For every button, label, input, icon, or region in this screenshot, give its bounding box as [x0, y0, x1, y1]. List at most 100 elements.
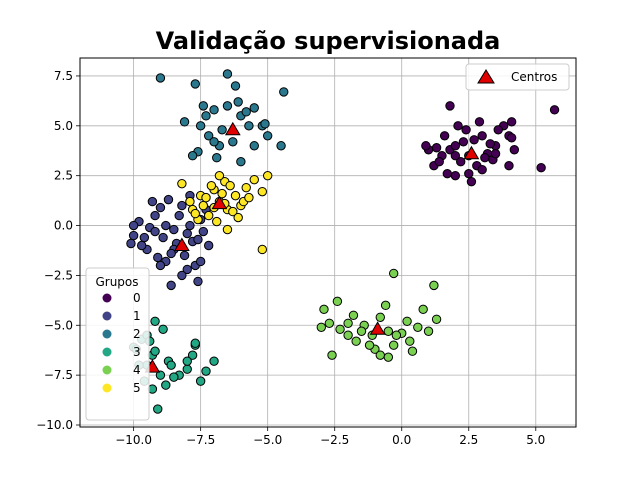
groups-legend-marker: [102, 383, 112, 393]
data-point-group-5: [201, 192, 211, 203]
data-point-group-1: [203, 240, 214, 251]
data-point-group-2: [179, 117, 190, 127]
data-point-group-4: [380, 300, 391, 311]
data-point-group-3: [182, 364, 192, 374]
data-point-group-4: [319, 304, 329, 315]
data-point-group-5: [185, 196, 195, 207]
data-points: [126, 69, 560, 414]
y-tick-label: −7.5: [44, 368, 73, 382]
y-axis-ticks: −10.0 −7.5 −5.0 −2.5 0.0 2.5 5.0 7.5: [36, 69, 80, 432]
data-point-group-4: [429, 280, 439, 291]
data-point-group-4: [423, 326, 434, 336]
data-point-group-3: [209, 356, 219, 366]
data-point-group-1: [169, 224, 179, 235]
data-point-group-0: [493, 125, 503, 135]
data-point-group-0: [504, 161, 514, 171]
data-point-group-0: [421, 141, 431, 151]
x-tick-label: −2.5: [320, 433, 349, 447]
data-point-group-3: [187, 350, 198, 360]
x-tick-label: −5.0: [253, 433, 282, 447]
data-point-group-0: [506, 133, 517, 143]
groups-legend-label: 3: [133, 345, 141, 359]
centers-legend-label: Centros: [511, 70, 557, 84]
data-point-group-4: [327, 350, 337, 360]
data-point-group-0: [509, 145, 520, 155]
center-marker: [369, 321, 386, 335]
data-point-group-0: [442, 168, 453, 179]
data-point-group-0: [453, 121, 463, 131]
data-point-group-0: [469, 135, 479, 145]
data-point-group-1: [153, 252, 163, 263]
data-point-group-3: [195, 376, 206, 386]
data-point-group-2: [190, 79, 200, 89]
data-point-group-2: [155, 73, 166, 83]
data-point-group-4: [351, 336, 361, 346]
data-point-group-5: [214, 170, 225, 181]
data-point-group-2: [187, 151, 198, 161]
groups-legend-entries: 0 1 2 3 4 5: [102, 291, 141, 395]
data-point-group-1: [128, 220, 139, 231]
data-point-group-3: [190, 338, 200, 348]
data-point-group-2: [201, 111, 211, 121]
y-tick-label: −2.5: [44, 268, 73, 282]
data-point-group-4: [316, 322, 326, 332]
data-point-group-4: [383, 326, 394, 336]
groups-legend-label: 1: [133, 309, 141, 323]
data-point-group-4: [402, 316, 412, 326]
data-point-group-2: [209, 137, 219, 147]
data-point-group-1: [139, 232, 150, 243]
x-tick-label: −10.0: [115, 433, 152, 447]
data-point-group-2: [195, 121, 206, 131]
data-point-group-1: [150, 210, 160, 221]
data-point-group-1: [161, 220, 171, 231]
groups-legend: Grupos 0 1 2 3 4 5: [85, 267, 150, 421]
data-point-group-1: [179, 250, 190, 261]
data-point-group-3: [182, 356, 192, 366]
data-point-group-2: [249, 103, 259, 113]
data-point-group-5: [230, 190, 241, 201]
data-point-group-5: [217, 188, 227, 199]
data-point-group-0: [450, 170, 461, 181]
center-marker: [211, 195, 228, 210]
data-point-group-0: [477, 131, 487, 141]
data-point-group-4: [418, 304, 428, 315]
data-point-group-1: [185, 220, 195, 231]
groups-legend-marker: [102, 365, 112, 375]
data-point-group-0: [431, 143, 442, 153]
data-point-group-0: [456, 157, 466, 167]
center-marker: [463, 145, 480, 160]
center-marker: [224, 121, 241, 136]
data-point-group-1: [193, 234, 203, 245]
data-point-group-2: [203, 131, 214, 141]
data-point-group-0: [445, 101, 455, 111]
data-point-group-1: [174, 210, 184, 221]
data-point-group-4: [375, 350, 385, 360]
data-point-group-3: [169, 372, 179, 382]
data-point-group-5: [228, 206, 238, 217]
data-point-group-4: [407, 346, 418, 356]
data-point-group-5: [244, 192, 254, 203]
data-point-group-4: [383, 352, 394, 362]
data-point-group-5: [198, 200, 209, 211]
data-point-group-4: [324, 318, 335, 328]
data-point-group-1: [158, 232, 168, 243]
data-point-group-4: [388, 268, 399, 279]
data-point-group-2: [241, 107, 251, 117]
groups-legend-title: Grupos: [95, 275, 138, 289]
data-point-group-4: [413, 322, 423, 332]
data-point-group-5: [257, 186, 268, 197]
data-point-group-0: [485, 139, 495, 149]
x-tick-label: 2.5: [459, 433, 478, 447]
groups-legend-marker: [102, 347, 112, 357]
data-point-group-4: [335, 324, 345, 334]
data-point-group-1: [128, 230, 139, 241]
groups-legend-marker: [102, 311, 112, 321]
data-point-group-0: [461, 125, 471, 135]
x-tick-label: −7.5: [186, 433, 215, 447]
data-point-group-4: [343, 318, 353, 328]
data-point-group-4: [375, 312, 385, 322]
data-point-group-1: [155, 202, 166, 213]
data-point-group-0: [474, 117, 485, 127]
data-point-group-3: [158, 324, 168, 334]
